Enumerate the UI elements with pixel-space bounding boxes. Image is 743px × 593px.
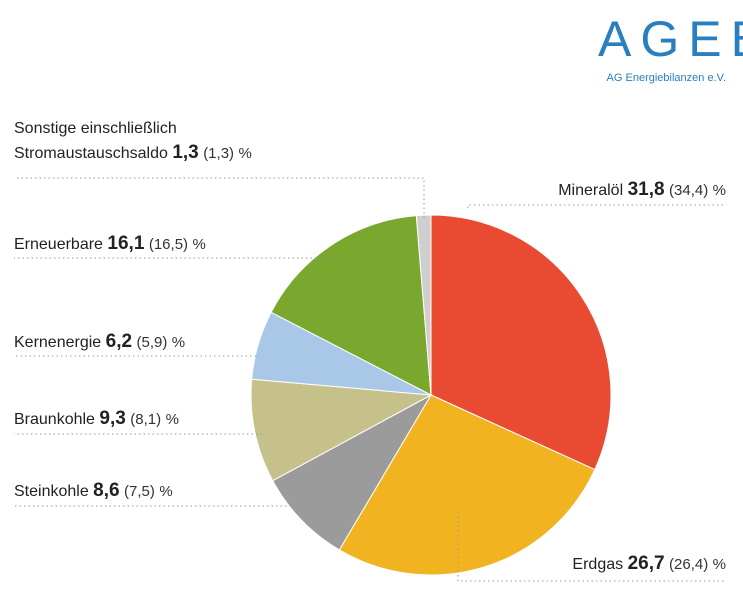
label-erneuerbare-name: Erneuerbare bbox=[14, 236, 103, 253]
label-kernenergie-prev: (5,9) bbox=[136, 334, 168, 351]
label-steinkohle-prev: (7,5) bbox=[124, 483, 155, 500]
label-steinkohle-value: 8,6 bbox=[93, 480, 120, 501]
label-braunkohle: Braunkohle 9,3 (8,1) % bbox=[14, 408, 179, 430]
label-erneuerbare: Erneuerbare 16,1 (16,5) % bbox=[14, 233, 206, 255]
label-erneuerbare-value: 16,1 bbox=[107, 233, 145, 254]
label-braunkohle-prev: (8,1) bbox=[130, 411, 162, 428]
label-braunkohle-value: 9,3 bbox=[99, 408, 126, 429]
label-erdgas-prev: (26,4) bbox=[669, 556, 709, 573]
label-braunkohle-unit: % bbox=[165, 411, 179, 428]
label-mineraloel-name: Mineralöl bbox=[558, 182, 624, 199]
label-erneuerbare-prev: (16,5) bbox=[148, 236, 189, 253]
label-steinkohle-name: Steinkohle bbox=[14, 483, 89, 500]
leader-line-sonstige bbox=[14, 177, 425, 218]
label-erneuerbare-unit: % bbox=[192, 236, 206, 253]
label-kernenergie-name: Kernenergie bbox=[14, 334, 102, 351]
label-erdgas: Erdgas 26,7 (26,4) % bbox=[572, 553, 726, 575]
label-sonstige-unit: % bbox=[238, 145, 252, 162]
label-sonstige-prev: (1,3) bbox=[203, 145, 235, 162]
label-mineraloel-prev: (34,4) bbox=[669, 182, 709, 199]
ageb-logo-subtitle: AG Energiebilanzen e.V. bbox=[606, 72, 726, 84]
label-sonstige-name: Stromaustauschsaldo bbox=[14, 145, 168, 162]
label-erdgas-unit: % bbox=[712, 556, 726, 573]
label-mineraloel-unit: % bbox=[712, 182, 726, 199]
leader-line-erdgas bbox=[457, 512, 726, 582]
pie-slice-erdgas bbox=[338, 394, 596, 576]
leader-lines bbox=[14, 177, 726, 582]
label-sonstige-value: 1,3 bbox=[172, 142, 199, 163]
label-mineraloel: Mineralöl 31,8 (34,4) % bbox=[558, 179, 726, 201]
label-kernenergie-unit: % bbox=[171, 334, 186, 351]
pie-slice-steinkohle bbox=[272, 393, 433, 551]
label-erdgas-value: 26,7 bbox=[627, 553, 665, 574]
pie-slices bbox=[250, 214, 612, 576]
label-kernenergie-value: 6,2 bbox=[105, 331, 133, 352]
ageb-logo: AGEB bbox=[598, 11, 743, 67]
leader-line-mineraloel bbox=[467, 204, 726, 208]
label-braunkohle-name: Braunkohle bbox=[14, 411, 95, 428]
pie-slice-erneuerbare bbox=[270, 215, 432, 396]
pie-slice-minerall bbox=[430, 214, 612, 471]
label-erdgas-name: Erdgas bbox=[572, 556, 624, 573]
label-steinkohle: Steinkohle 8,6 (7,5) % bbox=[14, 480, 173, 502]
label-steinkohle-unit: % bbox=[159, 483, 173, 500]
label-kernenergie: Kernenergie 6,2 (5,9) % bbox=[14, 331, 185, 353]
label-sonstige: Sonstige einschließlich Stromaustauschsa… bbox=[14, 120, 252, 164]
pie-slice-stromaustauschsaldo bbox=[415, 214, 432, 396]
label-mineraloel-value: 31,8 bbox=[627, 179, 665, 200]
pie-slice-braunkohle bbox=[250, 378, 433, 482]
label-sonstige-line1: Sonstige einschließlich bbox=[14, 120, 177, 137]
